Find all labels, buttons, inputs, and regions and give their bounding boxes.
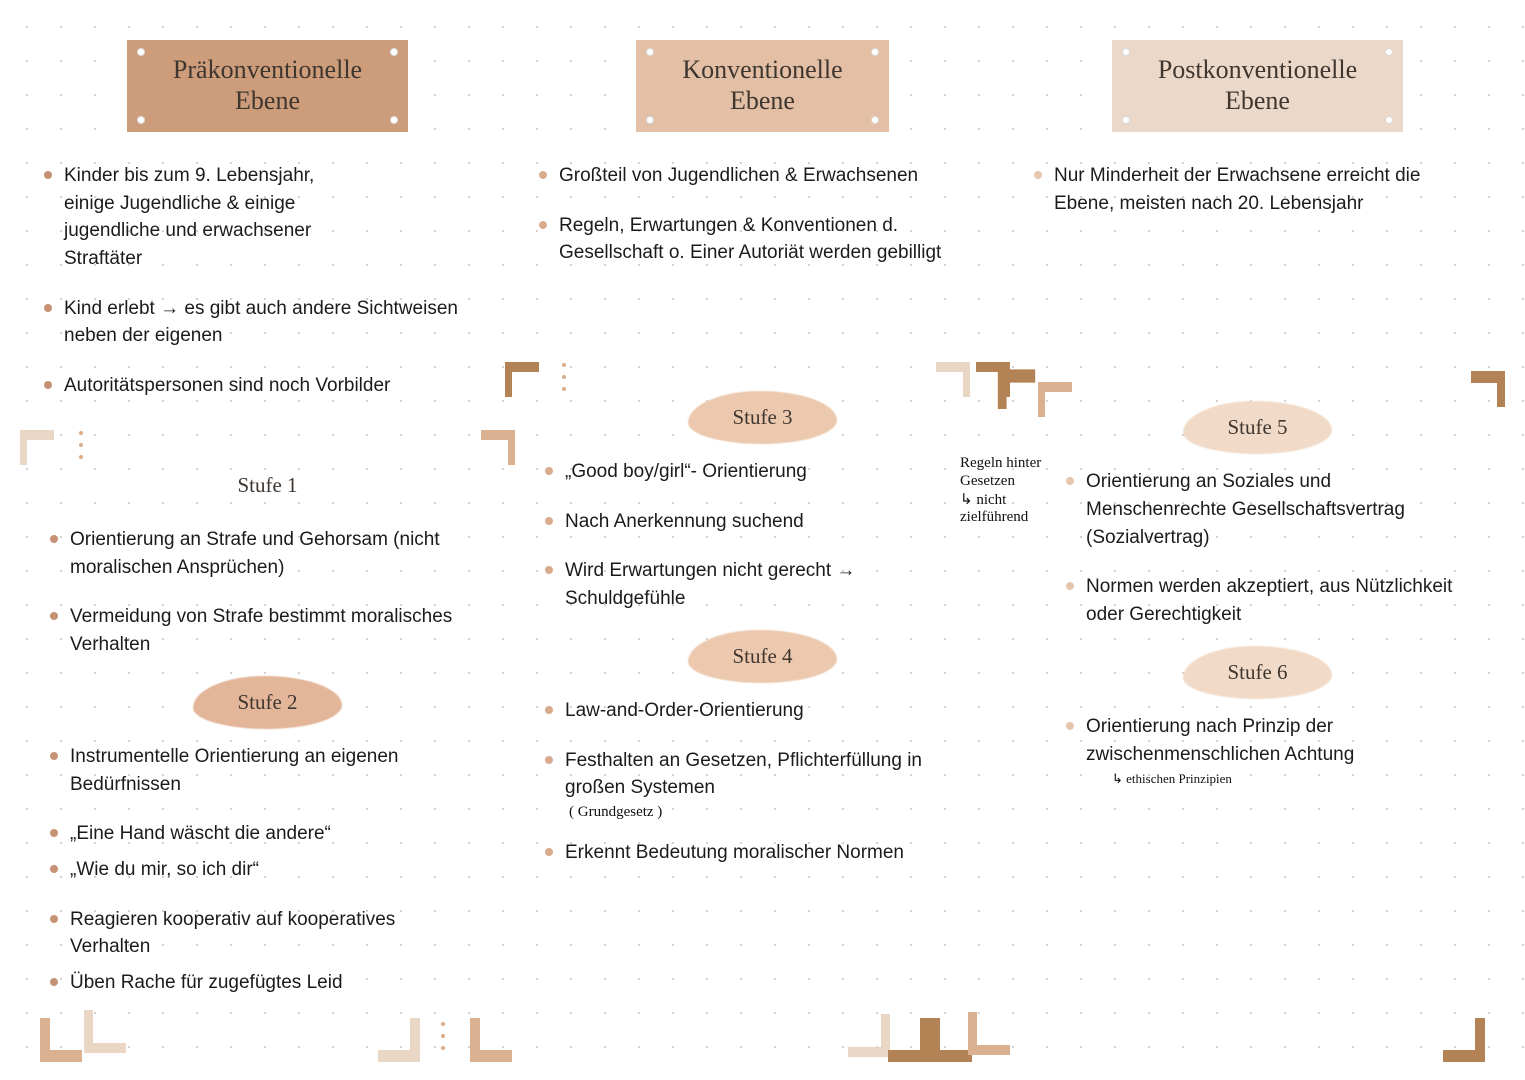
banner-1: Präkonventionelle Ebene: [127, 40, 408, 132]
handwriting-grundgesetz: ( Grundgesetz ): [569, 804, 974, 821]
stufe-item: Law-and-Order-Orientierung: [565, 697, 974, 725]
stufe-4-label: Stufe 4: [698, 634, 826, 679]
stufe-item: Üben Rache für zugefügtes Leid: [70, 969, 479, 997]
stufe-item: Orientierung an Strafe und Gehorsam (nic…: [70, 526, 479, 581]
hand-line: nicht zielführend: [960, 492, 1070, 527]
stufe-item: Orientierung nach Prinzip der zwischenme…: [1086, 713, 1469, 768]
banner-3-line2: Ebene: [1158, 85, 1357, 116]
stufe-label-text: Stufe 5: [1227, 415, 1287, 439]
stufe-3-list: „Good boy/girl“- Orientierung Nach Anerk…: [531, 458, 994, 612]
three-column-layout: Präkonventionelle Ebene Kinder bis zum 9…: [0, 0, 1525, 1080]
stufe-2-label: Stufe 2: [203, 680, 331, 725]
stufe-1-label: Stufe 1: [203, 463, 331, 508]
stufe-6-list: Orientierung nach Prinzip der zwischenme…: [1026, 713, 1489, 768]
banner-3: Postkonventionelle Ebene: [1112, 40, 1403, 132]
column-konventionell: Konventionelle Ebene Großteil von Jugend…: [525, 40, 1000, 1050]
corner-icon: [20, 423, 64, 467]
banner-1-line1: Präkonventionelle: [173, 54, 362, 85]
corner-icon: [1461, 365, 1505, 409]
stufe-5-list: Orientierung an Soziales und Menschenrec…: [1026, 468, 1489, 628]
banner-2: Konventionelle Ebene: [636, 40, 888, 132]
stufe-item: Festhalten an Gesetzen, Pflichterfüllung…: [565, 747, 974, 802]
corner-dots-icon: [60, 423, 104, 467]
stufe-6-label: Stufe 6: [1193, 650, 1321, 695]
banner-2-line2: Ebene: [682, 85, 842, 116]
stufe-label-text: Stufe 2: [237, 690, 297, 714]
intro-item: Autoritätspersonen sind noch Vorbilder: [64, 372, 485, 400]
intro-item: Großteil von Jugendlichen & Erwachsenen: [559, 162, 980, 190]
frame-stufe-5: Stufe 5 .col:nth-child(3) .stufe-label::…: [1020, 369, 1495, 807]
stufe-label-text: Stufe 4: [732, 644, 792, 668]
intro-list-3: Nur Minderheit der Erwachsene erreicht d…: [1020, 162, 1495, 239]
stufe-item: „Eine Hand wäscht die andere“: [70, 820, 479, 848]
stufe-2-list: Instrumentelle Orientierung an eigenen B…: [36, 743, 499, 996]
intro-list-1: Kinder bis zum 9. Lebensjahr, einige Jug…: [30, 162, 505, 421]
stufe-item: Normen werden akzeptiert, aus Nützlichke…: [1086, 573, 1469, 628]
stufe-label-text: Stufe 3: [732, 405, 792, 429]
intro-item: Kinder bis zum 9. Lebensjahr, einige Jug…: [64, 162, 364, 272]
banner-3-line1: Postkonventionelle: [1158, 54, 1357, 85]
intro-list-2: Großteil von Jugendlichen & Erwachsenen …: [525, 162, 1000, 289]
banner-2-line1: Konventionelle: [682, 54, 842, 85]
stufe-1-list: Orientierung an Strafe und Gehorsam (nic…: [36, 526, 499, 658]
stufe-3-label: Stufe 3: [698, 395, 826, 440]
handwriting-regeln-hinter: Regeln hinter Gesetzen nicht zielführend: [960, 455, 1070, 526]
frame-stufe-3: Stufe 3 .col:nth-child(2) .stufe-label::…: [525, 359, 1000, 909]
hand-line: Regeln hinter: [960, 455, 1070, 472]
stufe-item: „Good boy/girl“- Orientierung: [565, 458, 974, 486]
stufe-item: Instrumentelle Orientierung an eigenen B…: [70, 743, 479, 798]
intro-item: Kind erlebt → es gibt auch andere Sichtw…: [64, 295, 485, 350]
frame-stufe-1: Stufe 1 .col:nth-child(1) .frame:nth-of-…: [30, 427, 505, 1038]
intro-item: Nur Minderheit der Erwachsene erreicht d…: [1054, 162, 1475, 217]
handwriting-ethischen: ethischen Prinzipien: [1112, 772, 1489, 787]
stufe-label-text: Stufe 6: [1227, 660, 1287, 684]
stufe-4-list: Law-and-Order-Orientierung Festhalten an…: [531, 697, 994, 866]
corner-dots-icon: [543, 355, 587, 399]
stufe-item: Vermeidung von Strafe bestimmt moralisch…: [70, 603, 479, 658]
stufe-item: Erkennt Bedeutung moralischer Normen: [565, 839, 974, 867]
stufe-item: Reagieren kooperativ auf kooperatives Ve…: [70, 906, 479, 961]
stufe-item: „Wie du mir, so ich dir“: [70, 856, 479, 884]
stufe-label-text: Stufe 1: [237, 473, 297, 497]
column-postkonventionell: Postkonventionelle Ebene Nur Minderheit …: [1020, 40, 1495, 1050]
corner-icon: [471, 423, 515, 467]
corner-icon: [1038, 375, 1082, 419]
intro-item: Regeln, Erwartungen & Konventionen d. Ge…: [559, 212, 980, 267]
column-praekonventionell: Präkonventionelle Ebene Kinder bis zum 9…: [30, 40, 505, 1050]
stufe-item: Nach Anerkennung suchend: [565, 508, 974, 536]
stufe-item: Orientierung an Soziales und Menschenrec…: [1086, 468, 1469, 551]
stufe-5-label: Stufe 5: [1193, 405, 1321, 450]
stufe-item: Wird Erwartungen nicht gerecht → Schuldg…: [565, 557, 974, 612]
corner-icon: [926, 355, 970, 399]
banner-1-line2: Ebene: [173, 85, 362, 116]
hand-line: Gesetzen: [960, 473, 1070, 490]
